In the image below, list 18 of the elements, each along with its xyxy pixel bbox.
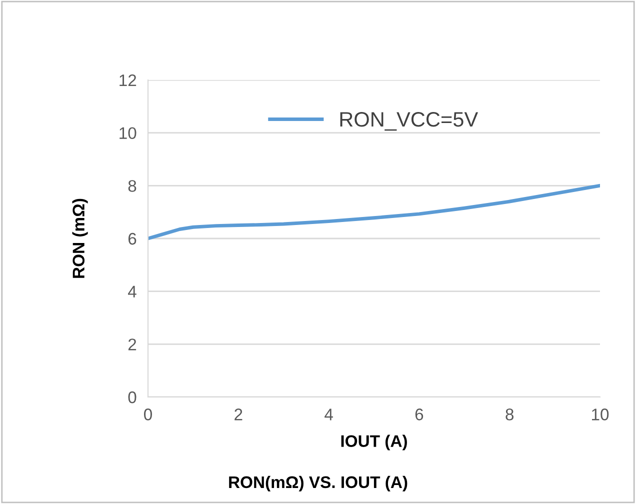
x-axis-title: IOUT (A) xyxy=(341,434,407,450)
y-tick-label: 8 xyxy=(128,180,136,192)
x-tick-label: 8 xyxy=(506,408,514,420)
y-tick-label: 12 xyxy=(120,74,136,86)
line-series xyxy=(148,184,600,240)
x-tick-label: 0 xyxy=(144,408,152,420)
y-tick-label: 6 xyxy=(128,232,136,245)
y-axis-title: RON (mΩ) xyxy=(72,198,88,278)
y-tick-label: 10 xyxy=(120,127,136,140)
x-tick-label: 6 xyxy=(415,408,424,420)
y-tick-label: 4 xyxy=(128,286,136,298)
legend-label: RON_VCC=5V xyxy=(340,112,478,131)
x-tick-label: 2 xyxy=(234,408,242,420)
text: RON(mΩ) VS. IOUT (A) xyxy=(229,476,408,492)
x-tick-label: 4 xyxy=(324,408,333,420)
x-tick-label: 10 xyxy=(592,408,609,420)
y-tick-label: 2 xyxy=(128,338,136,350)
y-tick-label: 0 xyxy=(128,391,136,404)
